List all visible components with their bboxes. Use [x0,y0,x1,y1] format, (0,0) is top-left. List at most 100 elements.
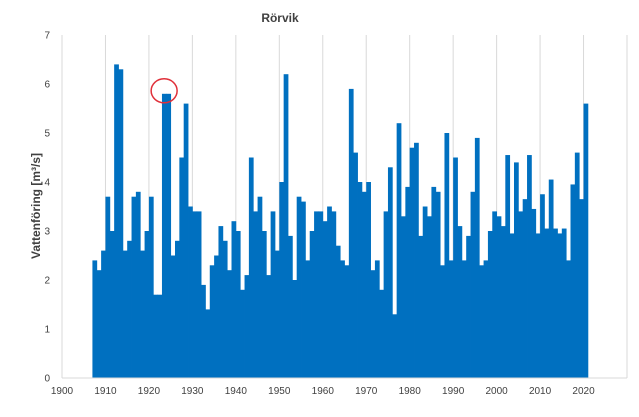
bar-1929 [188,206,193,378]
bar-1917 [135,191,141,378]
bar-1988 [444,133,450,378]
bar-1910 [105,196,111,378]
bar-2018 [574,152,580,378]
x-tick-label: 1950 [268,386,291,397]
x-tick-label: 2000 [485,386,508,397]
bar-1985 [431,186,437,378]
y-tick-label: 1 [44,325,50,336]
bar-1990 [453,157,458,378]
bar-1965 [344,265,350,378]
bar-1999 [492,211,498,378]
bar-1972 [374,260,380,378]
bar-1959 [318,211,324,378]
bar-1921 [153,294,159,378]
bar-1922 [157,294,163,378]
bar-2000 [496,216,502,378]
bar-1946 [261,231,267,378]
bar-1932 [201,284,206,378]
bar-1953 [292,280,298,378]
bar-1933 [205,309,211,378]
bar-2019 [579,199,584,378]
bar-1974 [383,211,389,378]
bar-1975 [387,167,393,378]
bar-1971 [370,270,376,378]
x-tick-label: 2010 [529,386,552,397]
bar-1997 [483,260,489,378]
x-tick-label: 1910 [94,386,117,397]
bar-1948 [270,211,276,378]
bar-1923 [161,93,167,379]
bar-1970 [366,182,371,378]
bar-2008 [531,208,537,378]
bar-1926 [175,240,180,378]
bar-1914 [122,250,128,378]
bar-1996 [479,265,484,378]
bar-1967 [353,152,358,378]
bar-1925 [170,255,176,378]
bar-1992 [461,260,467,378]
bar-2013 [553,228,558,378]
bar-2006 [522,199,528,378]
x-tick-label: 1900 [51,386,74,397]
y-tick-label: 5 [44,129,50,140]
bar-1991 [457,226,463,378]
bar-1982 [418,235,424,378]
bar-1931 [196,211,202,378]
bar-1911 [109,231,115,378]
bar-1977 [396,123,402,378]
bar-1938 [227,270,232,378]
bar-1928 [183,103,189,378]
y-tick-label: 7 [44,31,50,42]
bar-1963 [335,245,341,378]
bar-1994 [470,191,476,378]
x-tick-label: 1920 [138,386,161,397]
bar-1952 [288,235,293,378]
bar-2009 [535,233,541,378]
bar-2004 [514,162,519,378]
y-tick-label: 2 [44,276,50,287]
x-tick-label: 1980 [399,386,422,397]
bar-1969 [361,191,367,378]
x-tick-label: 1960 [312,386,335,397]
bar-1978 [401,216,406,378]
bar-2020 [583,103,589,378]
bar-1960 [322,221,328,378]
bar-1940 [235,231,241,378]
bar-1937 [222,240,228,378]
bar-1984 [427,216,432,378]
bar-2014 [557,233,563,378]
bar-1998 [487,231,493,378]
y-tick-label: 4 [44,178,50,189]
bar-2017 [570,184,576,378]
y-tick-label: 3 [44,227,50,238]
bar-1989 [448,260,454,378]
x-tick-label: 2020 [572,386,595,397]
bar-1919 [144,231,150,378]
x-tick-label: 1930 [181,386,204,397]
bar-1934 [209,265,215,378]
bar-2012 [548,179,554,378]
x-tick-label: 1970 [355,386,378,397]
bar-1939 [231,221,237,378]
y-tick-label: 0 [44,374,50,385]
bar-1927 [179,157,185,378]
bar-1955 [301,201,306,378]
bar-1983 [422,206,428,378]
bar-2001 [500,226,506,378]
x-tick-labels: 1900 1910 1920 1930 1940 1950 1960 1970 1980 1990… [51,386,595,397]
y-axis-label: Vattenföring [m³/s] [29,153,43,259]
bar-1958 [314,211,319,378]
bar-1920 [148,196,154,378]
bar-1968 [357,182,363,378]
x-tick-label: 1990 [442,386,465,397]
bar-1935 [214,255,219,378]
bar-1912 [114,64,119,379]
bar-1956 [305,260,311,378]
highlight-circle [150,78,178,104]
bar-1945 [257,196,263,378]
bar-1908 [96,270,102,378]
bar-1944 [253,211,258,378]
bar-1987 [440,265,445,378]
bar-1916 [131,196,137,378]
